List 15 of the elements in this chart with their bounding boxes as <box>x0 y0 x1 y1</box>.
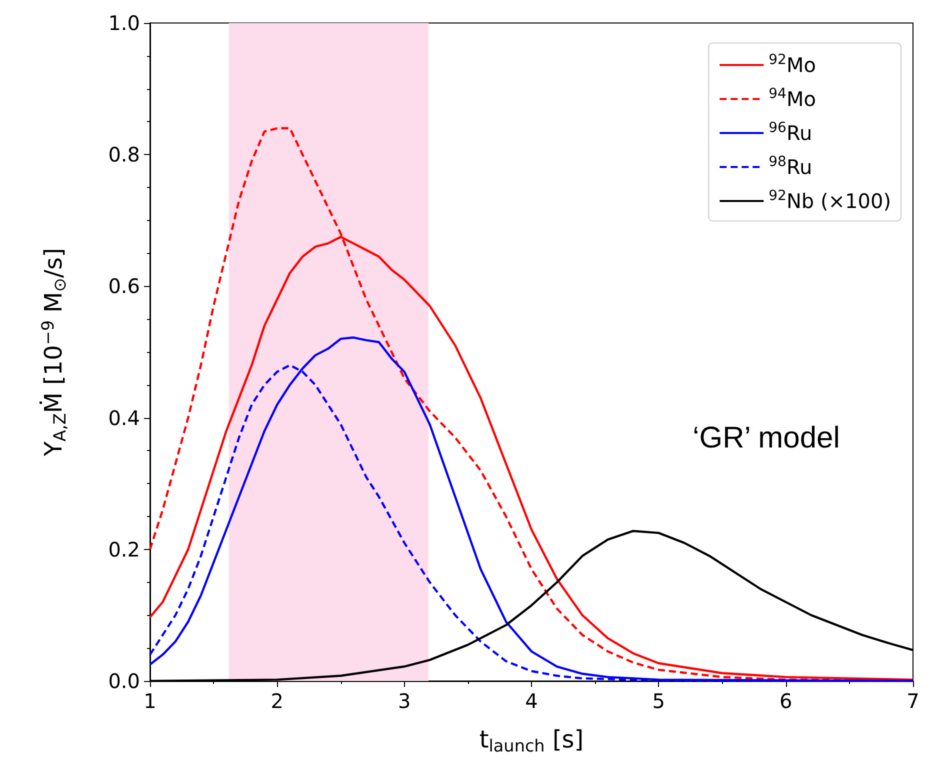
x-tick-label: 3 <box>398 689 411 713</box>
x-tick-label: 4 <box>525 689 538 713</box>
y-tick-label: 0.6 <box>108 274 140 298</box>
annotation: ‘GR’ model <box>692 422 840 454</box>
x-tick-label: 1 <box>144 689 156 713</box>
y-tick-label: 0.4 <box>108 406 140 430</box>
y-axis-title: YA,ZṀ [10−9 M⊙/s] <box>38 248 70 458</box>
x-tick-label: 2 <box>270 689 284 713</box>
x-tick-label: 5 <box>652 689 666 713</box>
y-tick-label: 0.8 <box>108 142 140 167</box>
y-tick-label: 0.2 <box>108 537 140 562</box>
x-tick-label: 7 <box>906 689 920 713</box>
y-tick-label: 1.0 <box>108 11 140 35</box>
y-tick-label: 0.0 <box>108 669 140 693</box>
x-tick-label: 6 <box>779 689 792 713</box>
